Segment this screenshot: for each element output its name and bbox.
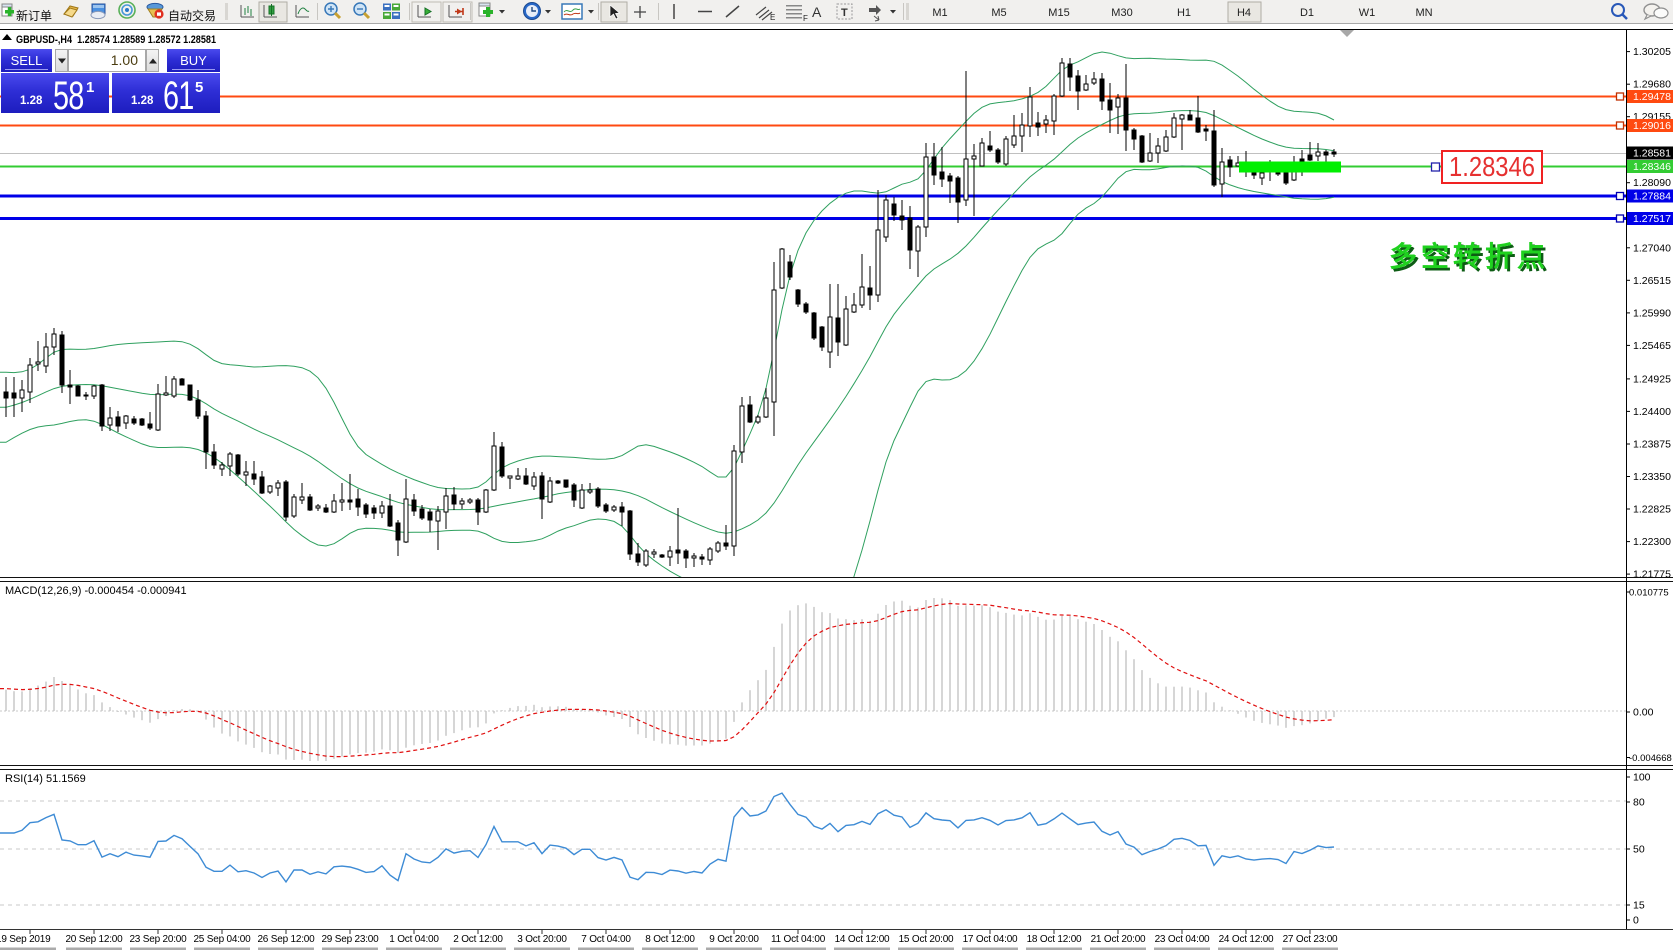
- svg-text:A: A: [812, 4, 822, 20]
- svg-text:1.21775: 1.21775: [1633, 569, 1671, 581]
- svg-text:15: 15: [1633, 900, 1645, 912]
- svg-text:25 Sep 04:00: 25 Sep 04:00: [193, 934, 251, 945]
- svg-text:1.24400: 1.24400: [1633, 406, 1671, 418]
- svg-text:2 Oct 12:00: 2 Oct 12:00: [453, 934, 503, 945]
- svg-text:-0.004668: -0.004668: [1629, 753, 1672, 764]
- svg-text:7 Oct 04:00: 7 Oct 04:00: [581, 934, 631, 945]
- svg-text:1.28581: 1.28581: [1633, 148, 1671, 160]
- svg-text:23 Oct 04:00: 23 Oct 04:00: [1155, 934, 1210, 945]
- svg-text:26 Sep 12:00: 26 Sep 12:00: [257, 934, 315, 945]
- svg-text:1.27040: 1.27040: [1633, 242, 1671, 254]
- svg-text:1.25990: 1.25990: [1633, 307, 1671, 319]
- svg-text:27 Oct 23:00: 27 Oct 23:00: [1283, 934, 1338, 945]
- svg-text:11 Oct 04:00: 11 Oct 04:00: [771, 934, 826, 945]
- svg-text:1.29016: 1.29016: [1633, 120, 1671, 132]
- svg-text:9 Oct 20:00: 9 Oct 20:00: [709, 934, 759, 945]
- svg-text:1.28346: 1.28346: [1633, 161, 1671, 173]
- svg-text:3 Oct 20:00: 3 Oct 20:00: [517, 934, 567, 945]
- svg-text:1.30205: 1.30205: [1633, 46, 1671, 58]
- svg-text:80: 80: [1633, 797, 1645, 809]
- svg-text:1.28346: 1.28346: [1449, 151, 1535, 182]
- svg-text:0.010775: 0.010775: [1629, 588, 1669, 599]
- svg-text:20 Sep 12:00: 20 Sep 12:00: [65, 934, 123, 945]
- svg-text:1.23350: 1.23350: [1633, 471, 1671, 483]
- svg-text:1.24925: 1.24925: [1633, 373, 1671, 385]
- svg-text:0.00: 0.00: [1633, 707, 1654, 719]
- svg-text:8 Oct 12:00: 8 Oct 12:00: [645, 934, 695, 945]
- svg-text:18 Oct 12:00: 18 Oct 12:00: [1027, 934, 1082, 945]
- svg-text:14 Oct 12:00: 14 Oct 12:00: [835, 934, 890, 945]
- svg-text:17 Oct 04:00: 17 Oct 04:00: [963, 934, 1018, 945]
- svg-text:0: 0: [1633, 915, 1639, 927]
- svg-text:100: 100: [1633, 772, 1651, 784]
- svg-text:1.27517: 1.27517: [1633, 213, 1671, 225]
- svg-text:多空转折点: 多空转折点: [1389, 240, 1549, 272]
- svg-text:1.26515: 1.26515: [1633, 275, 1671, 287]
- svg-text:19 Sep 2019: 19 Sep 2019: [0, 934, 51, 945]
- svg-text:1.22825: 1.22825: [1633, 504, 1671, 516]
- svg-text:29 Sep 23:00: 29 Sep 23:00: [321, 934, 379, 945]
- svg-text:1.29680: 1.29680: [1633, 79, 1671, 91]
- svg-text:1.28090: 1.28090: [1633, 177, 1671, 189]
- svg-text:50: 50: [1633, 844, 1645, 856]
- svg-text:1.25465: 1.25465: [1633, 340, 1671, 352]
- svg-text:1.23875: 1.23875: [1633, 439, 1671, 451]
- svg-text:24 Oct 12:00: 24 Oct 12:00: [1219, 934, 1274, 945]
- svg-text:F: F: [803, 14, 808, 23]
- svg-text:1.22300: 1.22300: [1633, 536, 1671, 548]
- svg-text:15 Oct 20:00: 15 Oct 20:00: [899, 934, 954, 945]
- svg-text:1.27884: 1.27884: [1633, 191, 1671, 203]
- svg-text:GBPUSD-,H4 1.28574 1.28589 1.: GBPUSD-,H4 1.28574 1.28589 1.28572 1.285…: [16, 34, 216, 46]
- svg-text:E: E: [770, 13, 775, 22]
- svg-text:1.29478: 1.29478: [1633, 91, 1671, 103]
- svg-text:1 Oct 04:00: 1 Oct 04:00: [389, 934, 439, 945]
- svg-text:21 Oct 20:00: 21 Oct 20:00: [1091, 934, 1146, 945]
- svg-text:T: T: [841, 7, 848, 19]
- svg-text:23 Sep 20:00: 23 Sep 20:00: [129, 934, 187, 945]
- svg-text:RSI(14) 51.1569: RSI(14) 51.1569: [5, 773, 86, 785]
- svg-text:MACD(12,26,9) -0.000454 -0.000: MACD(12,26,9) -0.000454 -0.000941: [5, 585, 187, 597]
